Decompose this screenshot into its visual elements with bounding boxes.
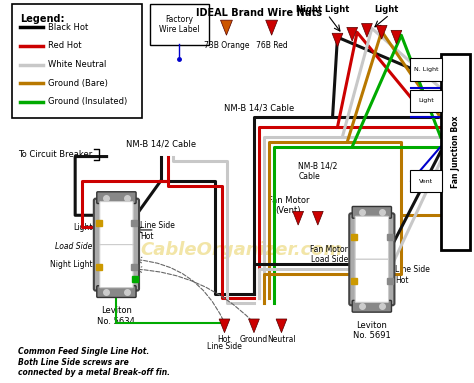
Text: Leviton
No. 5634: Leviton No. 5634	[98, 306, 136, 326]
Polygon shape	[332, 33, 343, 47]
FancyBboxPatch shape	[352, 206, 392, 218]
FancyBboxPatch shape	[410, 170, 442, 192]
Text: Fan Motor
Load Side: Fan Motor Load Side	[310, 245, 348, 264]
Text: Line Side: Line Side	[207, 342, 242, 352]
FancyBboxPatch shape	[12, 4, 142, 118]
Text: Light: Light	[374, 5, 399, 14]
FancyBboxPatch shape	[97, 286, 136, 298]
FancyBboxPatch shape	[94, 199, 139, 291]
Text: Line Side: Line Side	[395, 265, 430, 273]
Text: NM-B 14/2 Cable: NM-B 14/2 Cable	[126, 140, 196, 149]
Text: White Neutral: White Neutral	[48, 60, 106, 69]
Text: CableOrganizer.com: CableOrganizer.com	[140, 241, 342, 259]
Text: Night Light: Night Light	[296, 5, 349, 14]
Text: Common Feed Single Line Hot.
Both Line Side screws are
connected by a metal Brea: Common Feed Single Line Hot. Both Line S…	[18, 347, 170, 377]
Text: NM-B 14/3 Cable: NM-B 14/3 Cable	[225, 103, 295, 112]
FancyBboxPatch shape	[150, 4, 209, 45]
Polygon shape	[376, 25, 387, 39]
FancyBboxPatch shape	[100, 245, 133, 288]
Text: Black Hot: Black Hot	[48, 23, 88, 32]
FancyBboxPatch shape	[441, 54, 470, 249]
Text: Neutral: Neutral	[267, 335, 296, 344]
FancyBboxPatch shape	[97, 192, 136, 203]
Text: Factory
Wire Label: Factory Wire Label	[159, 15, 200, 34]
FancyBboxPatch shape	[355, 216, 389, 259]
Text: N. Light: N. Light	[414, 67, 438, 72]
Polygon shape	[312, 211, 323, 225]
Polygon shape	[276, 319, 287, 333]
Polygon shape	[362, 23, 373, 37]
Text: Fan Junction Box: Fan Junction Box	[451, 116, 460, 188]
Text: Load Side: Load Side	[55, 242, 93, 251]
Text: Fan Motor
(Vent): Fan Motor (Vent)	[268, 196, 309, 215]
Text: Ground: Ground	[240, 335, 268, 344]
FancyBboxPatch shape	[349, 213, 394, 305]
Polygon shape	[391, 30, 402, 44]
Polygon shape	[248, 319, 259, 333]
Text: Leviton
No. 5691: Leviton No. 5691	[353, 321, 391, 340]
Polygon shape	[266, 20, 278, 35]
Text: Legend:: Legend:	[20, 14, 64, 24]
Polygon shape	[293, 211, 303, 225]
Text: Hot: Hot	[218, 335, 231, 344]
Text: Light: Light	[73, 223, 93, 231]
Text: Line Side: Line Side	[140, 221, 175, 229]
Text: Light: Light	[418, 98, 434, 103]
Polygon shape	[219, 319, 230, 333]
Text: Ground (Insulated): Ground (Insulated)	[48, 97, 127, 106]
Text: To Circuit Breaker: To Circuit Breaker	[18, 150, 92, 159]
Text: Red Hot: Red Hot	[48, 41, 81, 51]
Text: NM-B 14/2
Cable: NM-B 14/2 Cable	[298, 162, 337, 181]
Polygon shape	[220, 20, 232, 35]
Text: Vent: Vent	[419, 178, 433, 183]
FancyBboxPatch shape	[355, 259, 389, 302]
Text: Ground (Bare): Ground (Bare)	[48, 79, 108, 88]
FancyBboxPatch shape	[352, 300, 392, 312]
FancyBboxPatch shape	[100, 201, 133, 245]
FancyBboxPatch shape	[410, 58, 442, 81]
Text: Night Light: Night Light	[50, 260, 93, 269]
Text: Hot: Hot	[395, 276, 409, 285]
FancyBboxPatch shape	[410, 90, 442, 111]
Polygon shape	[347, 28, 357, 41]
Text: Hot: Hot	[140, 232, 154, 241]
Text: IDEAL Brand Wire Nuts: IDEAL Brand Wire Nuts	[196, 8, 322, 18]
Text: 73B Orange: 73B Orange	[204, 41, 249, 50]
Text: 76B Red: 76B Red	[256, 41, 288, 50]
